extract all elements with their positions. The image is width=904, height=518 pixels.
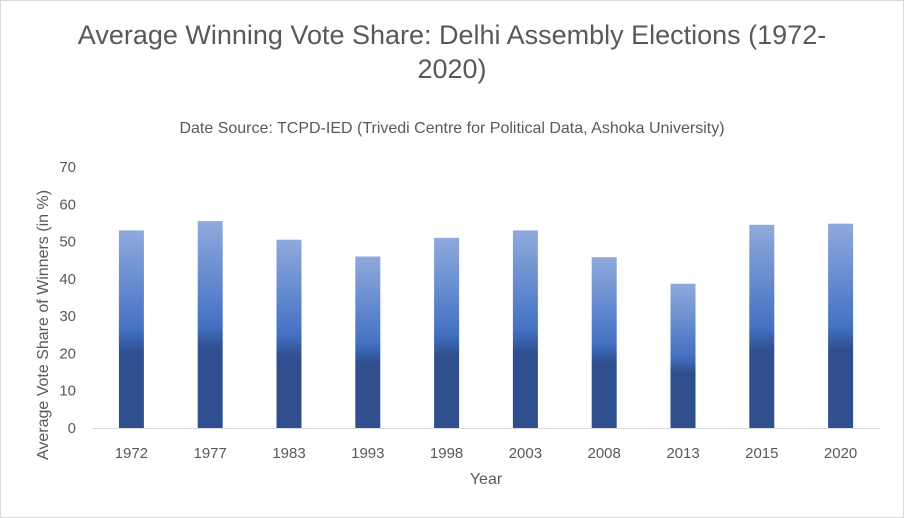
y-tick-10: 10 bbox=[59, 383, 76, 400]
x-tick-2015: 2015 bbox=[745, 445, 778, 462]
x-tick-1983: 1983 bbox=[272, 445, 305, 462]
bar-1977 bbox=[197, 221, 223, 428]
chart-subtitle: Date Source: TCPD-IED (Trivedi Centre fo… bbox=[179, 120, 725, 137]
x-tick-labels: 1972 1977 1983 1993 1998 2003 2008 2013 2015 2020 bbox=[115, 445, 858, 462]
bar-2015 bbox=[749, 224, 775, 428]
x-tick-1972: 1972 bbox=[115, 445, 148, 462]
chart-title-line2: 2020) bbox=[417, 54, 487, 84]
bar-1993 bbox=[355, 256, 381, 428]
chart-title: Average Winning Vote Share: Delhi Assemb… bbox=[0, 18, 904, 86]
chart-title-line1: Average Winning Vote Share: Delhi Assemb… bbox=[77, 20, 827, 50]
x-axis-label: Year bbox=[469, 471, 503, 488]
x-tick-2003: 2003 bbox=[509, 445, 542, 462]
y-tick-labels: 0 10 20 30 40 50 60 70 bbox=[59, 159, 76, 437]
x-tick-1977: 1977 bbox=[194, 445, 227, 462]
y-tick-60: 60 bbox=[59, 196, 76, 213]
y-tick-70: 70 bbox=[59, 159, 76, 176]
bar-1983 bbox=[276, 239, 302, 428]
x-tick-1993: 1993 bbox=[351, 445, 384, 462]
x-tick-2020: 2020 bbox=[824, 445, 857, 462]
y-tick-50: 50 bbox=[59, 234, 76, 251]
x-tick-1998: 1998 bbox=[430, 445, 463, 462]
bar-2020 bbox=[828, 223, 854, 428]
bar-2003 bbox=[512, 230, 538, 428]
x-tick-2008: 2008 bbox=[588, 445, 621, 462]
y-tick-30: 30 bbox=[59, 308, 76, 325]
y-tick-0: 0 bbox=[68, 420, 76, 437]
bar-2013 bbox=[670, 283, 696, 428]
bars-group bbox=[118, 221, 854, 428]
bar-2008 bbox=[591, 257, 617, 428]
y-tick-20: 20 bbox=[59, 345, 76, 362]
bar-1972 bbox=[118, 230, 144, 428]
bar-1998 bbox=[434, 237, 460, 428]
y-tick-40: 40 bbox=[59, 271, 76, 288]
x-tick-2013: 2013 bbox=[666, 445, 699, 462]
